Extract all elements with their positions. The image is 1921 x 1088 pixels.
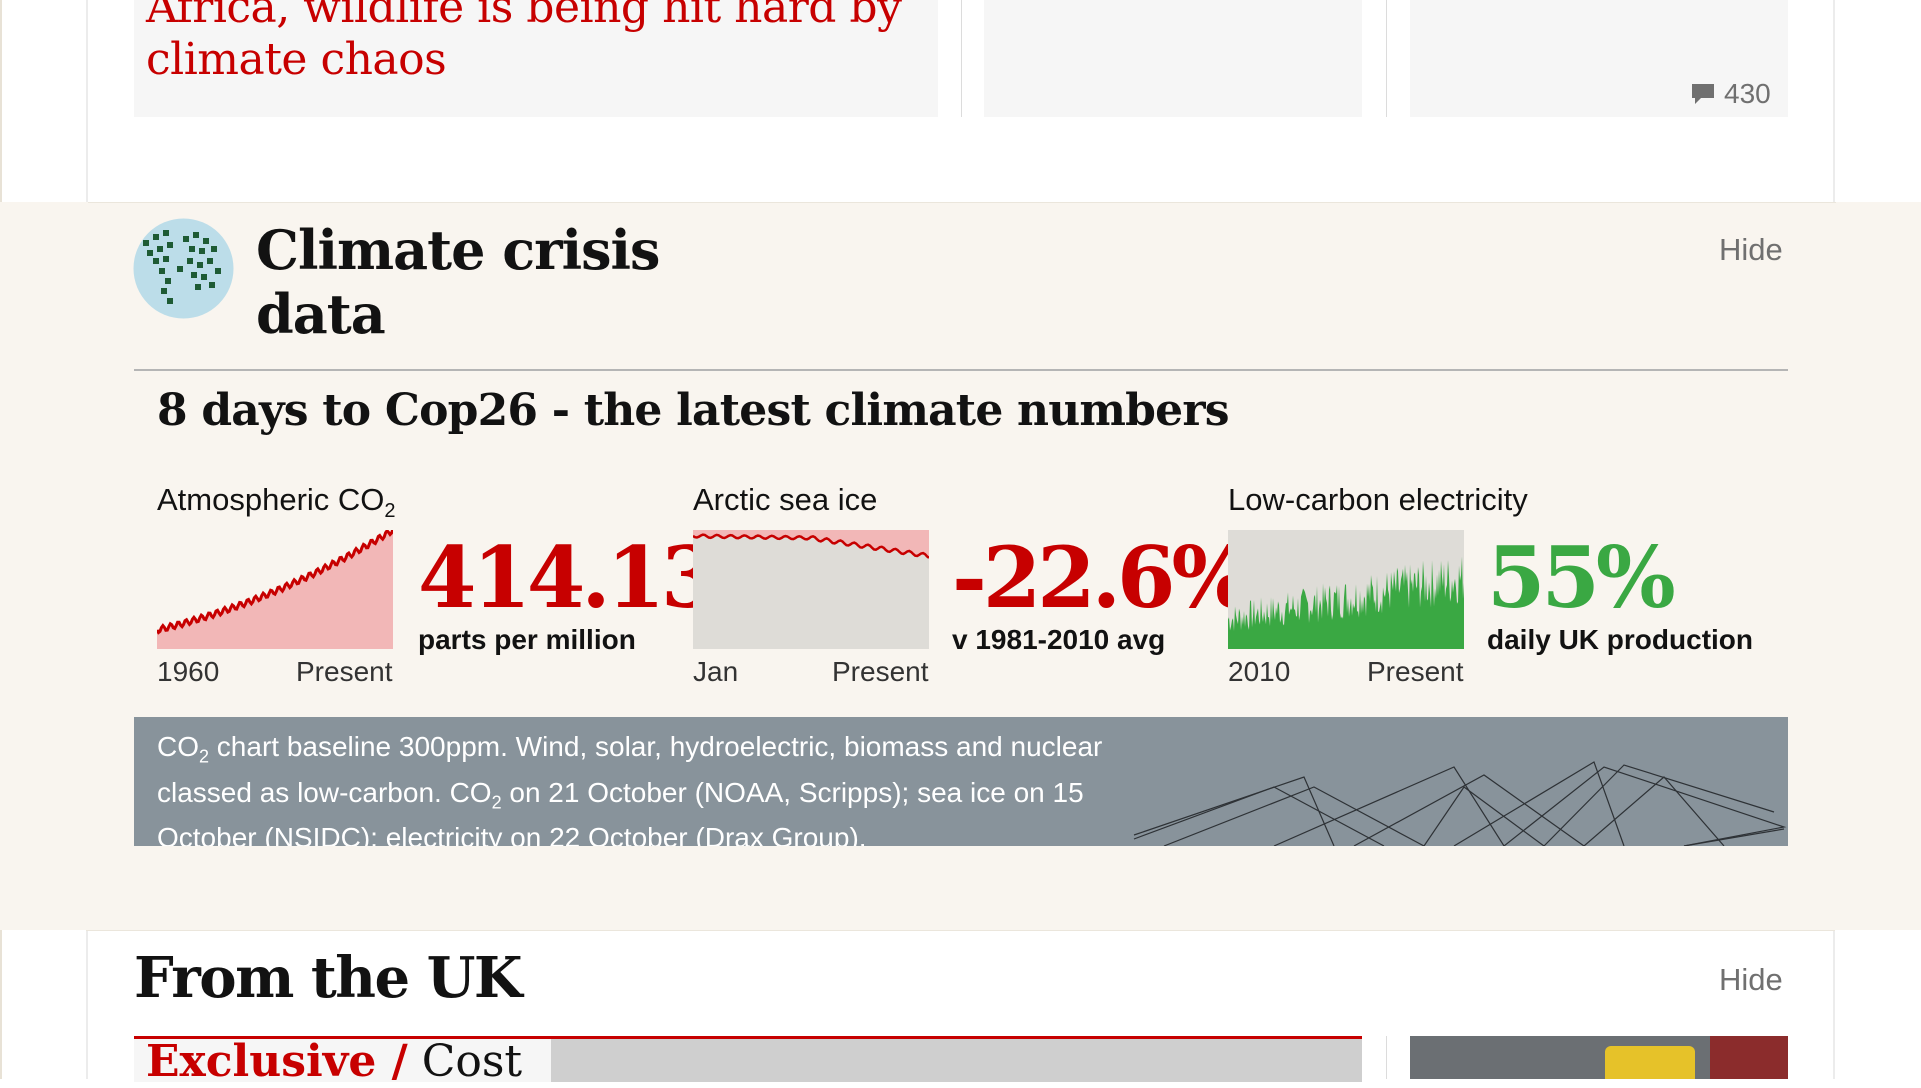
section-title: Climate crisis data: [256, 218, 660, 346]
electricity-axis-end: Present: [1367, 656, 1464, 687]
uk-story-kicker: Exclusive /: [146, 1036, 408, 1087]
comment-count[interactable]: 430: [1690, 78, 1771, 110]
uk-story-headline-text: Cost: [407, 1036, 523, 1087]
headline-line-1: Africa, wildlife is being hit hard by: [146, 0, 902, 33]
train-image-detail: [1605, 1046, 1695, 1079]
co2-caption: parts per million: [418, 624, 636, 655]
note-part-2: chart baseline 300ppm. Wind, solar, hydr…: [157, 731, 1103, 808]
metric-co2-label: Atmospheric CO2: [157, 482, 396, 523]
seaice-caption: v 1981-2010 avg: [952, 624, 1166, 655]
seaice-axis-end: Present: [832, 656, 929, 687]
comment-count-value: 430: [1724, 78, 1771, 109]
story-card-1[interactable]: [134, 0, 938, 117]
headline-line-2: climate chaos: [146, 34, 447, 85]
story-card-3[interactable]: [1410, 0, 1788, 117]
uk-story-card-2[interactable]: [1410, 1036, 1788, 1079]
note-part-3: on 21 October (NOAA, Scripps); sea ice o…: [157, 776, 1084, 846]
uk-story-text-bg: [134, 1039, 551, 1082]
card-divider: [1386, 0, 1387, 117]
section-title-line-1: Climate crisis: [256, 218, 660, 282]
card-divider: [961, 0, 962, 117]
electricity-value: 55%: [1487, 528, 1676, 627]
data-source-note: CO2 chart baseline 300ppm. Wind, solar, …: [134, 717, 1788, 846]
hide-uk-button[interactable]: Hide: [1719, 962, 1783, 997]
story-card-2[interactable]: [984, 0, 1362, 117]
hide-climate-button[interactable]: Hide: [1719, 232, 1783, 267]
section-title-line-2: data: [256, 282, 386, 346]
note-part-1: CO: [157, 731, 199, 762]
seaice-value: -22.6%: [952, 528, 1251, 627]
uk-section-title[interactable]: From the UK: [134, 945, 523, 1011]
electricity-sparkline: [1228, 530, 1464, 649]
co2-axis-start: 1960: [157, 656, 220, 687]
metric-co2-label-sub: 2: [384, 500, 396, 523]
co2-axis-end: Present: [296, 656, 393, 687]
section-divider: [86, 930, 1835, 931]
uk-story-headline[interactable]: Exclusive / Cost: [146, 1036, 522, 1088]
section-top-border: [88, 202, 1836, 203]
electricity-caption: daily UK production: [1487, 624, 1753, 655]
building-image-detail: [1710, 1036, 1788, 1079]
note-sub-2: 2: [491, 792, 502, 813]
decorative-lines: [1133, 761, 1787, 846]
card-divider: [1386, 1036, 1387, 1079]
co2-sparkline: [157, 530, 393, 649]
uk-story-image: [551, 1039, 1362, 1082]
metric-electricity-label: Low-carbon electricity: [1228, 482, 1528, 517]
climate-headline[interactable]: 8 days to Cop26 - the latest climate num…: [157, 385, 1229, 436]
globe-icon: [133, 218, 234, 319]
seaice-sparkline: [693, 530, 929, 649]
metric-seaice-label: Arctic sea ice: [693, 482, 878, 517]
electricity-axis-start: 2010: [1228, 656, 1291, 687]
section-rule: [134, 369, 1788, 371]
co2-value: 414.13: [418, 528, 719, 627]
speech-bubble-icon: [1692, 84, 1714, 104]
note-sub-1: 2: [199, 746, 210, 767]
story-headline[interactable]: Africa, wildlife is being hit hard by cl…: [146, 0, 906, 86]
seaice-axis-start: Jan: [693, 656, 739, 687]
note-text: CO2 chart baseline 300ppm. Wind, solar, …: [157, 729, 1117, 846]
metric-co2-label-text: Atmospheric CO: [157, 482, 385, 517]
